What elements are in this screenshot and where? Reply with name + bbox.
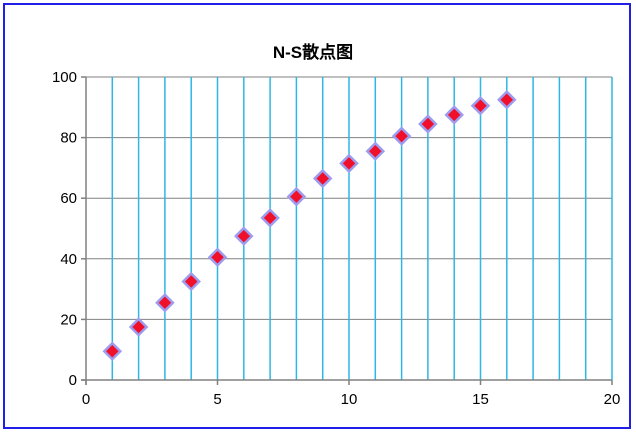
chart-frame: N-S散点图 0 20 40 60 80 100 0 5 10 15 20	[3, 3, 631, 429]
data-point	[391, 126, 412, 146]
y-tick-label: 0	[69, 372, 77, 389]
scatter-chart: N-S散点图 0 20 40 60 80 100 0 5 10 15 20	[52, 42, 620, 408]
data-point	[286, 186, 307, 207]
data-point	[155, 292, 175, 313]
data-point	[418, 114, 438, 134]
data-point	[234, 226, 254, 246]
x-tick-label: 10	[341, 391, 358, 408]
x-tick-label: 15	[472, 391, 489, 408]
x-tick-label: 20	[604, 391, 621, 408]
y-tick-label: 80	[60, 130, 77, 147]
data-point	[181, 271, 201, 292]
x-tick-label: 0	[82, 391, 90, 408]
y-tick-label: 60	[60, 190, 77, 207]
grid-layer	[86, 76, 613, 380]
data-point	[497, 89, 517, 110]
chart-title: N-S散点图	[273, 42, 353, 62]
data-point	[365, 141, 386, 162]
data-point	[312, 168, 333, 189]
data-point	[260, 208, 280, 228]
y-tick-label: 20	[60, 311, 77, 328]
data-point	[339, 153, 359, 174]
data-point	[444, 105, 464, 125]
x-tick-label: 5	[213, 391, 221, 408]
data-point	[470, 96, 491, 116]
y-tick-label: 40	[60, 251, 77, 268]
y-tick-label: 100	[52, 69, 77, 86]
data-point	[128, 317, 149, 337]
data-points	[102, 89, 517, 361]
axis-layer	[81, 76, 613, 385]
data-point	[207, 247, 228, 268]
data-point	[102, 341, 123, 361]
tick-labels: 0 20 40 60 80 100 0 5 10 15 20	[52, 69, 620, 408]
